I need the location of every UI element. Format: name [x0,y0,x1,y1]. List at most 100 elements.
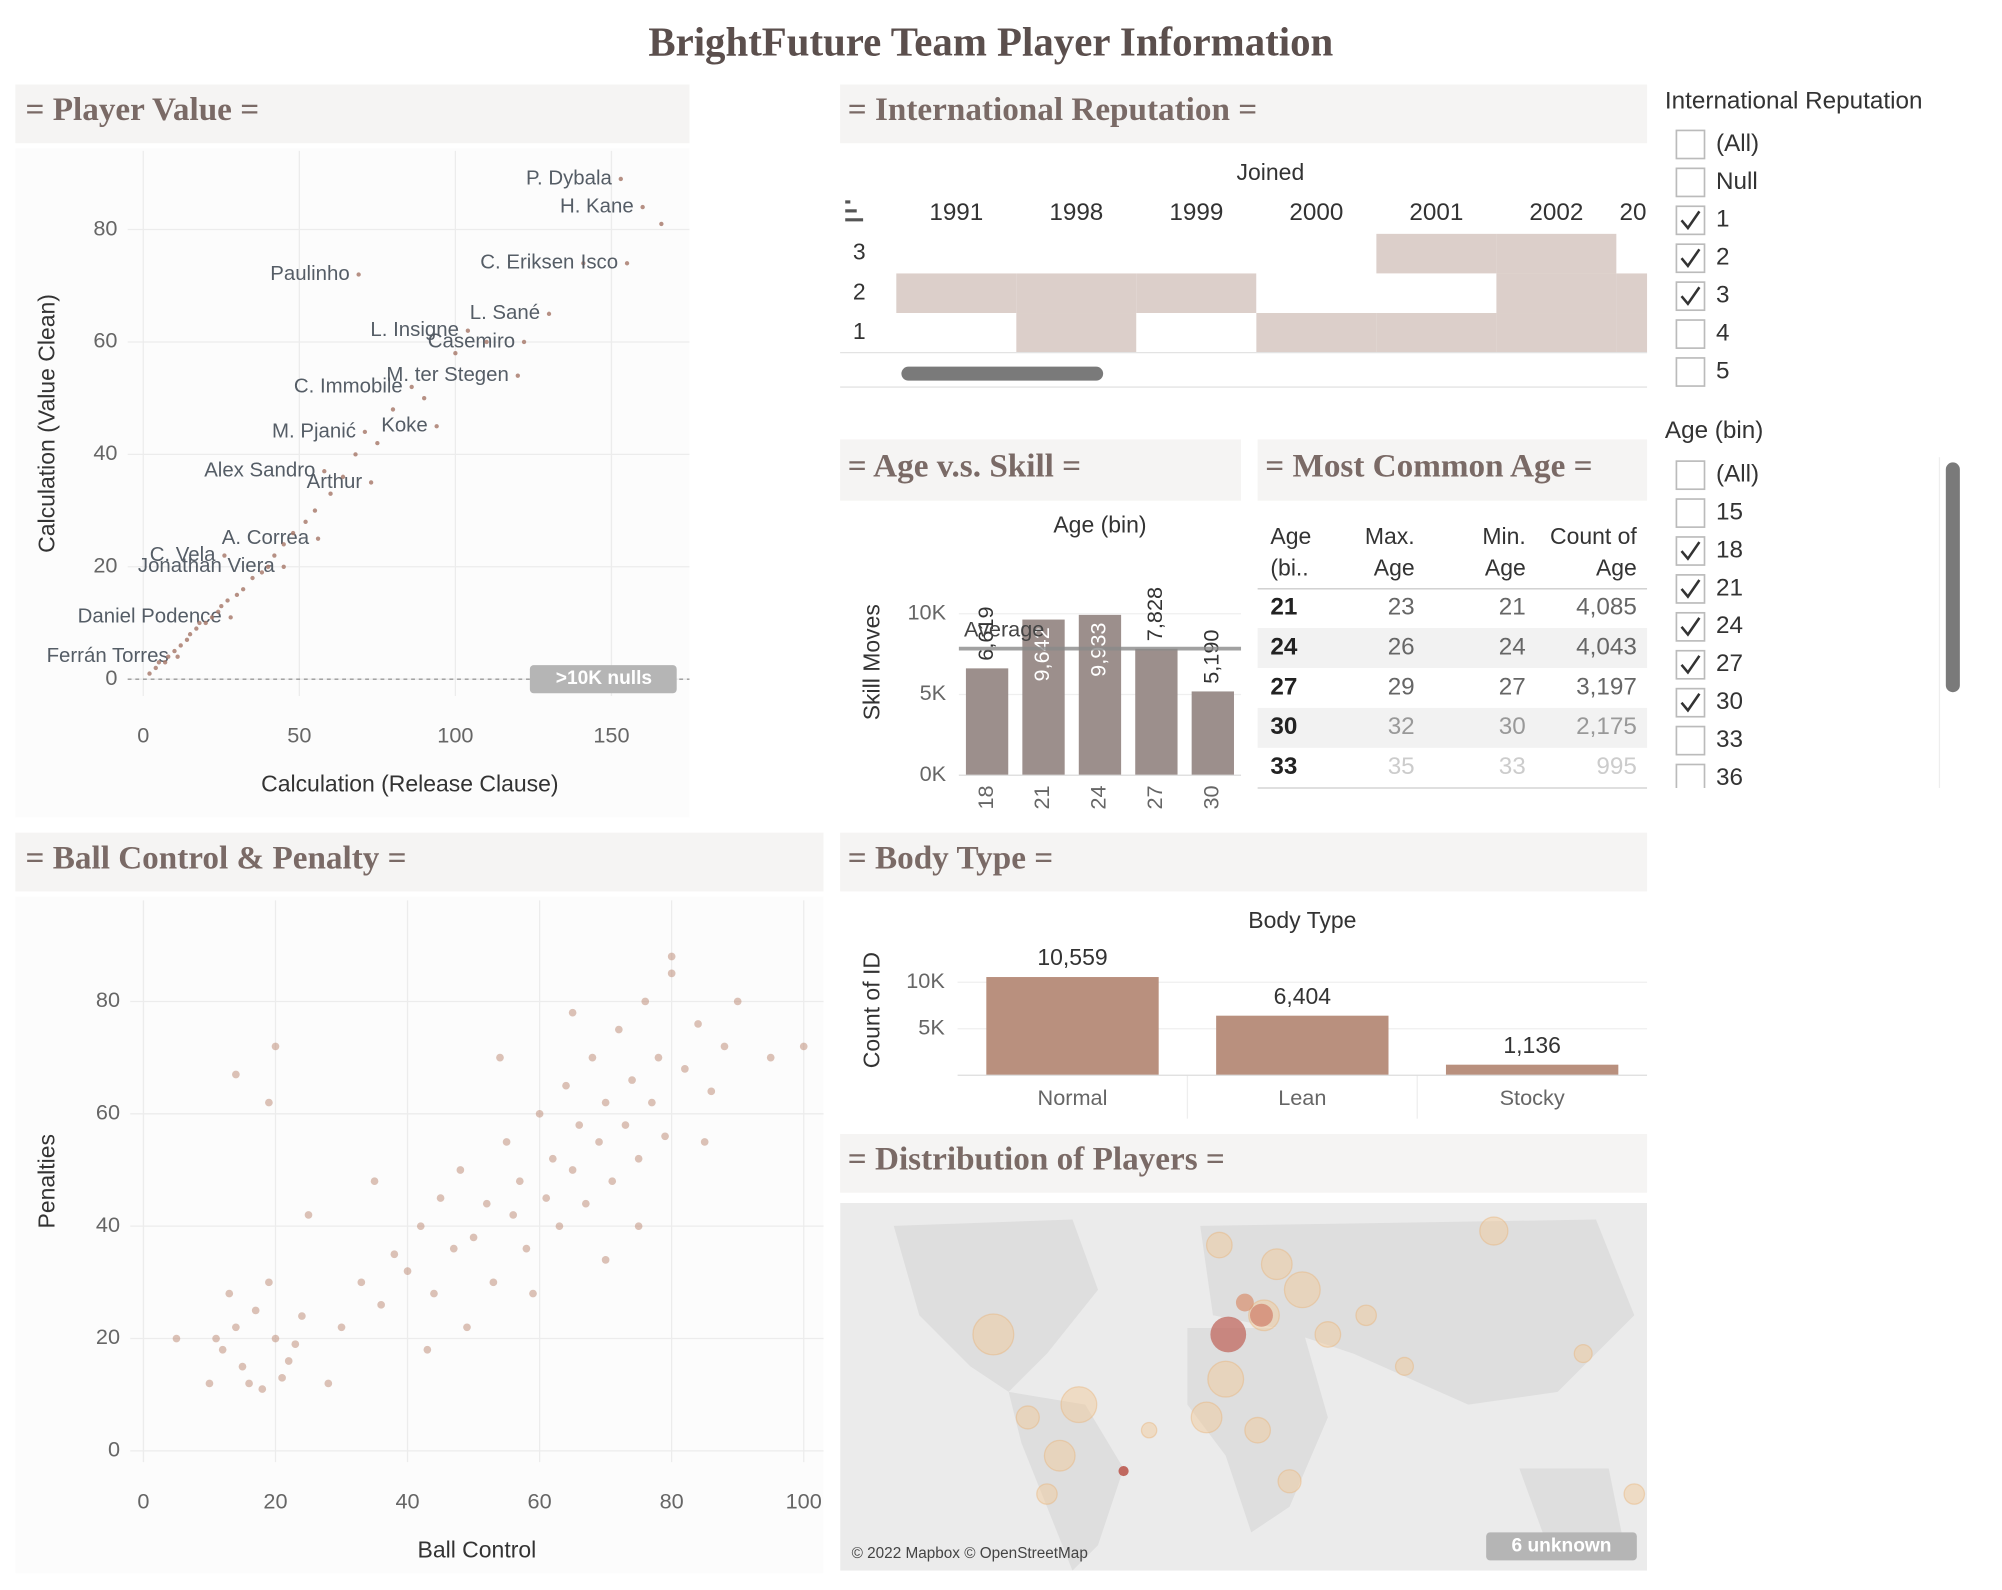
filter-option[interactable]: 33 [1716,726,1743,753]
data-point [456,1166,465,1174]
point-label: C. Eriksen [480,252,574,274]
filter-option[interactable]: (All) [1716,461,1759,488]
filter-option[interactable]: (All) [1716,130,1759,157]
point-label: Paulinho [270,263,349,285]
checkbox[interactable] [1675,725,1706,756]
map-bubbles [972,1216,1646,1505]
map[interactable]: 6 unknown © 2022 Mapbox © OpenStreetMap [840,1202,1648,1571]
filter-option[interactable]: 2 [1716,244,1730,271]
data-point [251,1306,260,1315]
filter-option[interactable]: 15 [1716,498,1743,525]
data-point [265,1098,273,1107]
filter-option[interactable]: Null [1716,168,1758,195]
filter-option[interactable]: 5 [1716,357,1730,384]
y-tick-label: 80 [96,987,120,1012]
data-point [197,620,202,626]
data-point [465,328,471,333]
point-label: Koke [381,415,428,437]
row-label: 3 [853,239,866,265]
data-point [337,1323,346,1332]
y-tick-label: 0 [108,1437,120,1462]
checkbox[interactable] [1675,498,1706,528]
checkbox[interactable] [1675,763,1706,792]
point-label: Alex Sandro [204,460,315,482]
landmass [1187,1328,1328,1533]
row-band [1257,627,1648,668]
x-tick-label: 100 [786,1489,822,1514]
scrollbar[interactable] [901,366,1104,381]
data-point [281,542,286,547]
checkbox[interactable] [1675,357,1706,387]
reference-label: Average [964,616,1044,641]
table-cell: 23 [1388,593,1415,620]
column-header: Age [1596,555,1637,581]
data-point [535,1109,544,1118]
filter-option[interactable]: 36 [1716,764,1743,791]
checkbox[interactable] [1675,281,1706,312]
panel-header [15,84,690,144]
checkbox[interactable] [1675,574,1706,604]
panel-header [15,832,824,892]
data-point [356,272,361,277]
filter-option[interactable]: 3 [1716,282,1730,309]
heat-cell [1496,233,1617,274]
data-point [667,969,676,978]
data-point [463,1323,471,1332]
map-bubble [1118,1465,1129,1477]
data-point [422,395,427,401]
checkbox[interactable] [1675,129,1706,160]
data-point [194,626,199,631]
data-point [469,1233,478,1242]
checkbox[interactable] [1675,167,1706,198]
panel-header [840,832,1648,892]
scrollbar[interactable] [1945,462,1960,693]
heat-cell [1256,273,1377,314]
data-point [271,1334,280,1343]
filter-option[interactable]: 30 [1716,688,1743,715]
data-point [222,553,227,558]
panel-title: = Player Value = [26,91,260,128]
filter-option[interactable]: 21 [1716,574,1743,601]
checkbox[interactable] [1675,536,1706,566]
column-header: Joined [1237,159,1305,185]
data-point [588,1053,597,1062]
point-label: P. Dybala [526,167,612,189]
checkbox[interactable] [1675,243,1706,274]
data-point [484,339,489,345]
checkmark [1680,617,1701,637]
checkbox[interactable] [1675,611,1706,642]
data-point [225,1289,234,1298]
data-point [172,1334,181,1343]
y-tick-label: 60 [96,1100,120,1125]
y-tick-label: 40 [93,440,117,465]
filter-option[interactable]: 27 [1716,650,1743,677]
checkbox[interactable] [1675,319,1706,349]
table-cell: 32 [1388,713,1415,740]
data-point [694,1020,702,1028]
filter-option[interactable]: 18 [1716,536,1743,563]
checkbox[interactable] [1675,205,1706,236]
data-point [225,598,230,603]
filter-option[interactable]: 4 [1716,319,1730,346]
table-cell: 26 [1388,633,1415,660]
table-cell: 4,085 [1576,593,1637,620]
checkbox[interactable] [1675,460,1706,491]
data-point [436,1194,445,1202]
data-point [234,592,240,598]
bar-chart: 5K 10K Body Type Count of ID 10,559 Normal 6,4… [858,907,1648,1119]
x-tick-label: Normal [1038,1085,1108,1110]
heat-cell [1136,313,1257,353]
checkbox[interactable] [1675,649,1706,680]
y-tick-label: 80 [93,215,117,240]
checkbox[interactable] [1675,687,1706,718]
point-label: Ferrán Torres [47,645,169,667]
filter-option[interactable]: 1 [1716,206,1730,233]
column-header: Max. [1365,523,1415,549]
filter-option[interactable]: 24 [1716,612,1743,639]
heat-cell [1016,233,1137,274]
data-point [304,1211,313,1219]
heat-cell [1616,273,1648,314]
y-tick-label: 20 [93,553,117,578]
filter-title: International Reputation [1665,88,1923,115]
panel-header [1257,439,1648,501]
